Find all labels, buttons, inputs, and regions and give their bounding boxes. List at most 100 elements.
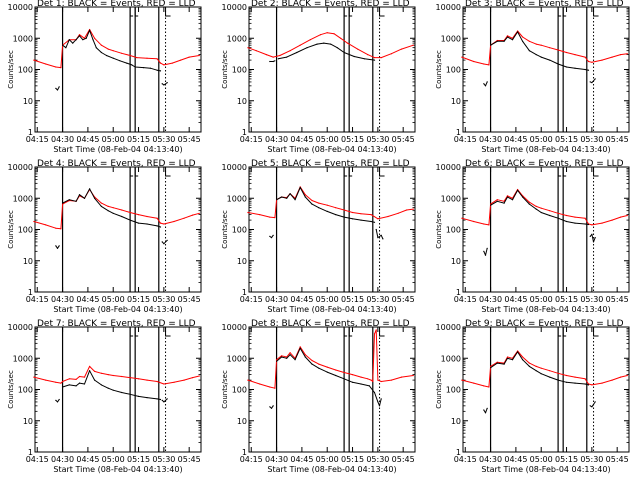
series-events-point (528, 365, 531, 367)
y-axis-label: Counts/sec (7, 370, 15, 409)
series-events-point (105, 54, 108, 57)
series-events-point (316, 43, 318, 45)
series-lld-point (620, 54, 622, 56)
series-lld-point (535, 205, 537, 207)
series-lld-point (33, 220, 35, 223)
x-tick-label: 05:00 (102, 135, 125, 144)
y-tick-label: 10 (237, 257, 247, 266)
y-tick-label: 10 (23, 97, 33, 106)
y-tick-label: 100 (446, 226, 461, 235)
series-lld-point (506, 35, 509, 37)
series-lld-point (326, 366, 328, 368)
series-events-point (166, 239, 168, 241)
interval-marker (593, 328, 599, 337)
plot-frame (248, 6, 416, 133)
series-lld-point (390, 53, 392, 55)
series-lld-point (198, 54, 200, 57)
series-events-point (134, 66, 136, 68)
y-tick-label: 10 (451, 97, 461, 106)
y-tick-label: 100 (232, 226, 247, 235)
series-events-point (56, 89, 59, 91)
series-lld-point (611, 379, 613, 381)
series-events-point (503, 202, 505, 204)
series-lld-point (412, 44, 414, 46)
series-events-point (484, 412, 487, 414)
series-events-line (490, 31, 589, 71)
series-lld-point (611, 56, 613, 58)
x-tick-label: 05:45 (606, 135, 629, 144)
series-lld-point (45, 63, 47, 65)
interval-marker (379, 168, 385, 177)
series-lld-point (289, 352, 291, 354)
plot-frame (34, 166, 202, 293)
series-events-point (89, 29, 91, 31)
series-events-point (511, 359, 514, 361)
series-lld-point (129, 54, 131, 57)
series-events-point (68, 39, 70, 41)
series-lld-point (584, 217, 586, 219)
series-lld-point (121, 209, 123, 211)
series-events-point (522, 359, 524, 361)
series-events-point (75, 39, 77, 41)
series-events-point (565, 220, 568, 223)
series-events-point (591, 406, 593, 408)
series-lld-line (247, 329, 414, 389)
series-events-point (587, 69, 590, 71)
x-tick-label: 05:15 (555, 455, 578, 464)
series-lld-point (549, 47, 551, 49)
series-events-point (557, 63, 559, 65)
series-events-point (380, 398, 382, 400)
x-tick-label: 05:30 (580, 135, 603, 144)
series-events-point (587, 384, 590, 386)
series-events-point (318, 367, 320, 369)
series-events-point (370, 220, 372, 223)
series-events-point (351, 381, 354, 383)
x-axis-label: Start Time (08-Feb-04 04:13:40) (481, 465, 610, 474)
series-events-point (496, 200, 498, 202)
interval-marker (343, 328, 348, 337)
series-events-point (540, 373, 542, 375)
x-tick-label: 04:15 (240, 455, 263, 464)
series-events-point (161, 241, 163, 243)
series-events-point (540, 56, 542, 58)
series-lld-point (517, 30, 519, 32)
series-events-point (159, 226, 162, 228)
series-lld-point (55, 227, 57, 229)
x-tick-label: 04:45 (504, 455, 527, 464)
series-events-point (89, 370, 91, 372)
series-lld-point (62, 203, 64, 205)
interval-marker (379, 328, 385, 337)
y-tick-label: 100 (232, 66, 247, 75)
plot-frame (34, 6, 202, 133)
series-events-point (272, 60, 274, 63)
series-lld-point (318, 363, 320, 365)
series-lld-point (473, 220, 475, 223)
series-lld-point (591, 224, 593, 226)
x-tick-label: 05:45 (392, 295, 415, 304)
series-events-point (281, 196, 283, 198)
series-lld-point (400, 48, 403, 50)
interval-marker (129, 328, 134, 337)
x-tick-label: 04:30 (51, 295, 74, 304)
series-lld-point (107, 205, 109, 207)
series-lld-point (517, 350, 519, 352)
series-events-point (107, 387, 109, 389)
y-tick-label: 1 (242, 448, 247, 457)
series-events-point (107, 210, 109, 212)
series-lld-point (584, 56, 586, 58)
series-lld-point (574, 54, 576, 56)
series-lld-point (163, 383, 165, 385)
series-lld-point (540, 367, 542, 369)
series-events-point (483, 83, 485, 85)
series-events-point (589, 235, 591, 237)
x-axis-label: Start Time (08-Feb-04 04:13:40) (53, 465, 182, 474)
series-lld-point (601, 382, 603, 384)
series-lld-point (146, 379, 148, 381)
interval-marker (343, 168, 348, 177)
series-lld-point (506, 195, 509, 197)
series-events-line (589, 233, 596, 243)
series-lld-point (159, 62, 162, 64)
series-lld-point (412, 208, 414, 210)
series-lld-point (112, 50, 114, 52)
y-axis-label: Counts/sec (435, 50, 443, 89)
